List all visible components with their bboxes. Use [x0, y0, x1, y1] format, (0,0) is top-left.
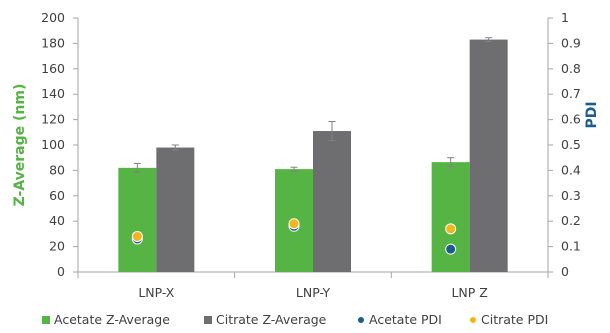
legend-label-citrate-pdi: Citrate PDI — [481, 312, 548, 327]
y-tick-label: 160 — [41, 61, 65, 76]
x-tick-label: LNP-Y — [296, 285, 331, 300]
y-tick-label: 140 — [41, 86, 65, 101]
y-tick-label: 100 — [41, 137, 65, 152]
bar-acetate-z-average — [431, 162, 470, 272]
bars — [118, 37, 508, 273]
y2-tick-label: 0.5 — [561, 137, 581, 152]
y-tick-label: 40 — [49, 213, 65, 228]
y-tick-label: 200 — [41, 10, 65, 25]
legend-swatch-acetate-z-average — [42, 316, 50, 324]
y-tick-label: 120 — [41, 112, 65, 127]
y2-tick-label: 0.1 — [561, 239, 581, 254]
y2-tick-label: 0.2 — [561, 213, 581, 228]
bar-acetate-z-average — [118, 167, 157, 272]
y2-tick-label: 1 — [561, 10, 569, 25]
y-axis-title: Z-Average (nm) — [12, 84, 28, 207]
y-tick-label: 80 — [49, 162, 65, 177]
y2-tick-label: 0.7 — [561, 86, 581, 101]
bar-citrate-z-average — [156, 147, 195, 272]
point-acetate-pdi — [445, 243, 457, 255]
y-tick-label: 60 — [49, 188, 65, 203]
point-citrate-pdi — [445, 223, 457, 235]
y2-tick-label: 0 — [561, 264, 569, 279]
tick-labels: 0 20 40 60 80 100 120 140 160 180 200 0 0.1 0.2 0.3 0.4… — [41, 10, 581, 300]
pdi-points — [131, 218, 457, 255]
y-tick-label: 20 — [49, 239, 65, 254]
y2-tick-label: 0.8 — [561, 61, 581, 76]
y2-axis-title: PDI — [584, 101, 600, 128]
legend-label-acetate-z-average: Acetate Z-Average — [54, 312, 170, 327]
point-citrate-pdi — [288, 218, 300, 230]
y-tick-label: 180 — [41, 35, 65, 50]
y2-tick-label: 0.4 — [561, 162, 581, 177]
legend: Acetate Z-Average Citrate Z-Average Acetat… — [42, 312, 548, 327]
legend-swatch-citrate-z-average — [204, 316, 212, 324]
y2-tick-label: 0.3 — [561, 188, 581, 203]
legend-label-acetate-pdi: Acetate PDI — [369, 312, 442, 327]
point-citrate-pdi — [131, 230, 143, 242]
legend-label-citrate-z-average: Citrate Z-Average — [216, 312, 327, 327]
legend-swatch-citrate-pdi — [470, 317, 476, 323]
y-tick-label: 0 — [57, 264, 65, 279]
bar-citrate-z-average — [469, 39, 508, 273]
y2-tick-label: 0.6 — [561, 112, 581, 127]
y2-tick-label: 0.9 — [561, 35, 581, 50]
x-tick-label: LNP-X — [138, 285, 174, 300]
bar-citrate-z-average — [313, 131, 351, 272]
x-tick-label: LNP Z — [451, 285, 487, 300]
legend-swatch-acetate-pdi — [358, 317, 364, 323]
